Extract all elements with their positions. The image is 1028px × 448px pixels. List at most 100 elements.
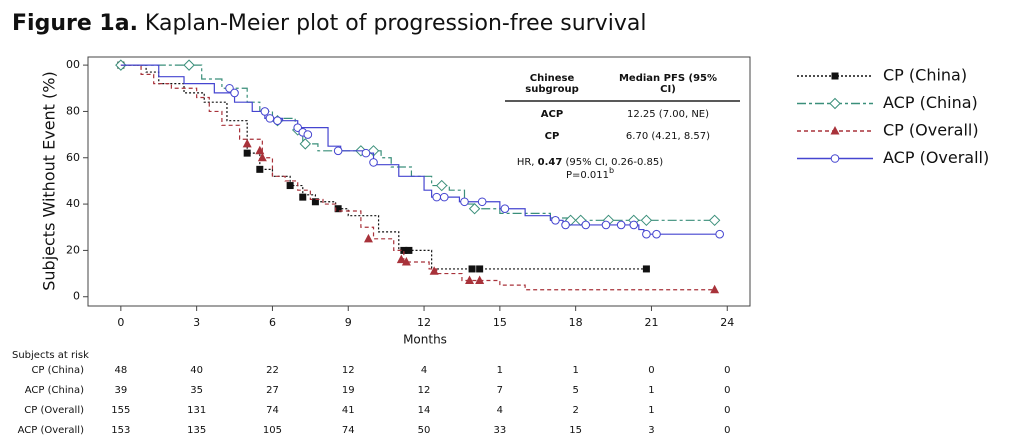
censor-square: [256, 165, 264, 173]
censor-triangle: [396, 254, 406, 264]
risk-count: 39: [114, 385, 127, 396]
censor-square: [243, 149, 251, 157]
censor-diamond: [299, 138, 312, 150]
censor-circle: [601, 220, 611, 230]
censor-diamond: [708, 214, 721, 227]
censor-square: [334, 205, 342, 213]
p-sup: b: [609, 166, 614, 175]
censor-triangle: [429, 266, 439, 275]
risk-count: 0: [724, 365, 730, 376]
chart-title: Figure 1a. Kaplan-Meier plot of progress…: [12, 11, 646, 36]
censor-circle: [361, 148, 371, 158]
censor-circle: [561, 220, 570, 230]
censor-triangle: [465, 275, 475, 285]
risk-count: 74: [342, 425, 355, 436]
censor-circle: [460, 197, 469, 207]
inset-header: Median PFS (95%: [619, 73, 717, 84]
censor-circle: [265, 114, 275, 123]
legend-marker: [830, 126, 840, 135]
risk-count: 1: [648, 385, 654, 396]
y-tick-label: 20: [66, 243, 80, 256]
legend-label: CP (China): [883, 66, 967, 85]
legend-marker: [830, 154, 840, 163]
km-line: [120, 64, 647, 270]
censor-square: [642, 265, 650, 273]
risk-count: 40: [190, 365, 203, 376]
censor-diamond: [115, 59, 127, 71]
censor-square: [405, 246, 413, 254]
inset-p: P=0.011b: [566, 166, 614, 182]
inset-hr: HR, 0.47 (95% CI, 0.26-0.85): [517, 157, 663, 168]
inset-header: CI): [660, 84, 676, 95]
inset-cell: 6.70 (4.21, 8.57): [626, 131, 710, 142]
censor-circle: [303, 130, 313, 139]
risk-count: 35: [190, 385, 203, 396]
censor-diamond: [468, 203, 481, 215]
x-tick-label: 15: [493, 316, 507, 329]
y-tick-label: 00: [66, 58, 80, 71]
censor-circle: [551, 215, 560, 225]
censor-circle: [642, 229, 651, 239]
risk-count: 0: [724, 405, 730, 416]
risk-count: 4: [421, 365, 427, 376]
legend-label: CP (Overall): [883, 121, 979, 140]
censor-circle: [432, 192, 441, 202]
risk-count: 135: [187, 425, 206, 436]
legend-label: ACP (Overall): [883, 148, 989, 167]
x-tick-label: 9: [345, 316, 352, 329]
censor-square: [286, 182, 294, 190]
km-line: [120, 64, 720, 235]
x-tick-label: 18: [569, 316, 583, 329]
legend-label: ACP (China): [883, 93, 978, 112]
risk-count: 74: [266, 405, 279, 416]
censor-square: [311, 198, 319, 206]
risk-row-label: ACP (China): [25, 385, 84, 396]
risk-count: 4: [497, 405, 503, 416]
risk-count: 0: [724, 385, 730, 396]
censor-circle: [581, 220, 591, 230]
x-tick-label: 24: [720, 316, 734, 329]
p-value: P=0.011: [566, 170, 609, 181]
km-line: [120, 64, 715, 221]
censor-triangle: [710, 284, 720, 294]
risk-title: Subjects at risk: [12, 350, 89, 361]
risk-count: 153: [111, 425, 130, 436]
censor-circle: [273, 116, 282, 125]
censor-circle: [715, 229, 724, 239]
censor-square: [299, 193, 307, 201]
title-text: Kaplan-Meier plot of progression-free su…: [145, 11, 647, 36]
inset-header: subgroup: [525, 84, 578, 95]
censor-diamond: [183, 59, 195, 71]
risk-count: 1: [497, 365, 503, 376]
risk-count: 50: [418, 425, 431, 436]
inset-header: Chinese: [530, 73, 575, 84]
y-tick-label: 80: [66, 104, 80, 117]
risk-count: 12: [418, 385, 431, 396]
censor-triangle: [257, 152, 267, 162]
y-tick-label: 60: [66, 151, 80, 164]
censor-circle: [652, 229, 661, 239]
inset-cell: CP: [545, 131, 560, 142]
censor-triangle: [475, 275, 485, 285]
risk-row-label: ACP (Overall): [18, 425, 84, 436]
risk-count: 3: [648, 425, 654, 436]
risk-count: 33: [493, 425, 506, 436]
risk-count: 1: [648, 405, 654, 416]
title-label: Figure 1a.: [12, 11, 138, 36]
x-tick-label: 21: [644, 316, 658, 329]
censor-triangle: [401, 256, 411, 266]
censor-circle: [500, 204, 510, 214]
y-tick-label: 0: [73, 290, 80, 303]
censor-circle: [629, 220, 639, 230]
censor-circle: [333, 146, 343, 156]
risk-count: 1: [572, 365, 578, 376]
risk-count: 0: [648, 365, 654, 376]
risk-count: 27: [266, 385, 279, 396]
y-tick-label: 40: [66, 197, 80, 210]
censor-circle: [369, 158, 378, 167]
censor-diamond: [436, 179, 448, 192]
hr-ci: (95% CI, 0.26-0.85): [566, 157, 664, 168]
risk-row-label: CP (Overall): [24, 405, 84, 416]
plot-frame: [87, 56, 751, 307]
